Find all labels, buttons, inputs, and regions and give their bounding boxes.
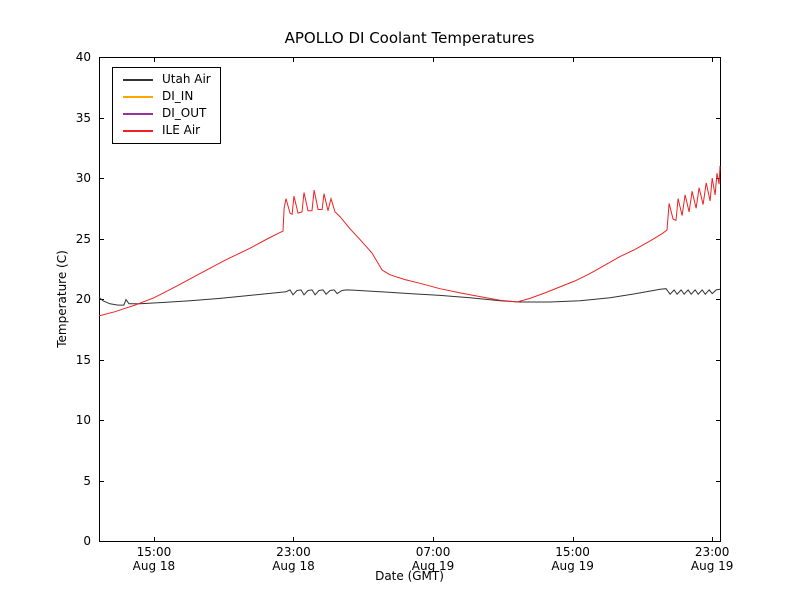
x-tick-label: 23:00 Aug 18 [272,545,315,573]
x-tick-label: 23:00 Aug 19 [691,545,734,573]
x-tick-date: Aug 19 [411,559,455,573]
y-tick-label: 15 [75,352,91,367]
x-tick-date: Aug 19 [690,559,734,573]
legend-label: Utah Air [162,72,211,86]
x-tick-time: 15:00 [555,545,590,559]
legend-line-swatch [123,95,153,98]
y-tick-label: 40 [75,50,91,64]
y-tick-label: 35 [75,110,91,125]
y-tick-label: 5 [83,473,91,488]
x-tick-label: 07:00 Aug 19 [412,545,455,573]
y-tick-label: 25 [75,231,91,246]
x-tick-time: 23:00 [694,545,730,559]
chart-title: APOLLO DI Coolant Temperatures [284,29,535,47]
x-tick-time: 23:00 [276,545,311,559]
legend: Utah Air DI_IN DI_OUT ILE Air [112,67,221,144]
y-tick-label: 30 [75,171,91,185]
y-tick-label: 10 [75,413,91,427]
x-tick-label: 15:00 Aug 19 [551,545,594,573]
legend-item-di-in: DI_IN [123,88,211,105]
axes-frame [99,57,721,542]
x-tick-date: Aug 19 [551,559,594,573]
legend-label: DI_IN [162,89,194,103]
legend-item-utah-air: Utah Air [123,71,211,88]
x-tick-time: 07:00 [415,545,451,559]
y-tick-label: 20 [75,292,91,306]
legend-item-ile-air: ILE Air [123,122,211,139]
x-tick-time: 15:00 [136,545,172,559]
legend-label: DI_OUT [162,106,207,120]
legend-line-swatch [123,78,153,81]
legend-label: ILE Air [162,123,201,137]
x-tick-label: 15:00 Aug 18 [133,545,176,573]
series-line-utah-air [98,288,721,306]
series-line-ile-air [98,165,721,317]
x-tick-date: Aug 18 [132,559,176,573]
legend-item-di-out: DI_OUT [123,105,211,122]
legend-line-swatch [123,112,153,115]
x-tick-date: Aug 18 [272,559,315,573]
x-axis-label: Date (GMT) [375,569,444,583]
legend-line-swatch [123,129,153,132]
y-tick-label: 0 [83,534,91,548]
